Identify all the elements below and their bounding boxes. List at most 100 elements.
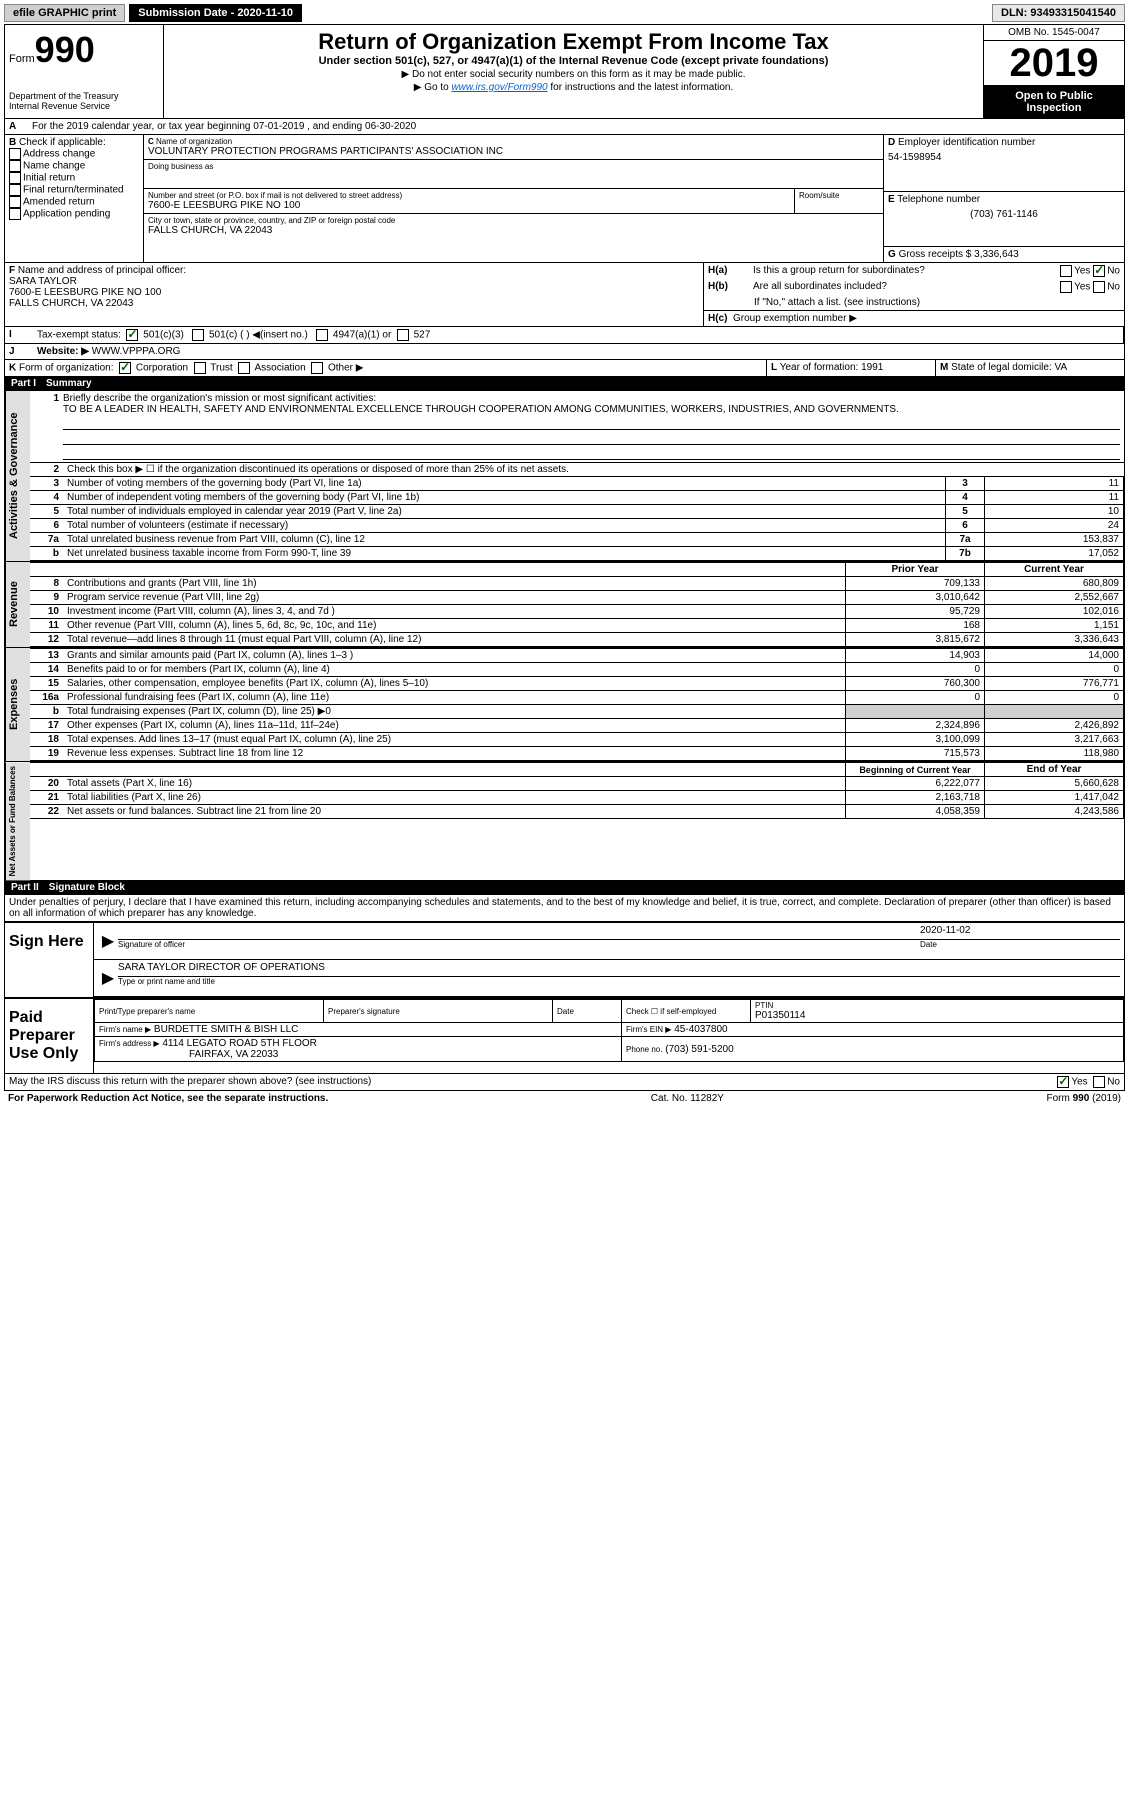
check-4947[interactable] <box>316 329 328 341</box>
e18-current: 3,217,663 <box>985 733 1124 747</box>
discuss-no-checkbox[interactable] <box>1093 1076 1105 1088</box>
a20-prior: 6,222,077 <box>846 777 985 791</box>
note-link: ▶ Go to www.irs.gov/Form990 for instruct… <box>168 82 979 93</box>
opt-527: 527 <box>414 330 431 341</box>
a20-current: 5,660,628 <box>985 777 1124 791</box>
website-value: WWW.VPPPA.ORG <box>92 346 181 357</box>
checkbox-name-change[interactable] <box>9 160 21 172</box>
line5-text: Total number of individuals employed in … <box>63 505 946 519</box>
form-header: Form990 Department of the Treasury Inter… <box>5 25 1124 118</box>
discuss-no: No <box>1107 1077 1120 1088</box>
checkbox-app-pending[interactable] <box>9 208 21 220</box>
hb-text: Are all subordinates included? <box>753 281 1060 293</box>
top-bar: efile GRAPHIC print Submission Date - 20… <box>4 4 1125 22</box>
check-527[interactable] <box>397 329 409 341</box>
vert-expenses: Expenses <box>5 648 30 761</box>
yes-label-2: Yes <box>1074 282 1090 293</box>
submission-date-btn[interactable]: Submission Date - 2020-11-10 <box>129 4 302 22</box>
check-trust[interactable] <box>194 362 206 374</box>
may-discuss-text: May the IRS discuss this return with the… <box>9 1076 371 1088</box>
e14-prior: 0 <box>846 663 985 677</box>
no-label-2: No <box>1107 282 1120 293</box>
opt-amended: Amended return <box>23 197 95 208</box>
e16a-prior: 0 <box>846 691 985 705</box>
check-501c[interactable] <box>192 329 204 341</box>
e18-prior: 3,100,099 <box>846 733 985 747</box>
irs-link[interactable]: www.irs.gov/Form990 <box>451 82 547 93</box>
firm-addr1: 4114 LEGATO ROAD 5TH FLOOR <box>162 1038 317 1049</box>
line-a-label: A <box>5 119 28 134</box>
a22-current: 4,243,586 <box>985 805 1124 819</box>
officer-name-title: SARA TAYLOR DIRECTOR OF OPERATIONS <box>118 962 1120 977</box>
line7a-text: Total unrelated business revenue from Pa… <box>63 533 946 547</box>
omb-number: OMB No. 1545-0047 <box>984 25 1124 41</box>
line-a-text: For the 2019 calendar year, or tax year … <box>28 119 1124 134</box>
opt-name-change: Name change <box>23 161 85 172</box>
street-addr: 7600-E LEESBURG PIKE NO 100 <box>148 200 790 211</box>
a21-current: 1,417,042 <box>985 791 1124 805</box>
gross-value: 3,336,643 <box>974 249 1019 260</box>
section-f: F Name and address of principal officer:… <box>5 263 704 326</box>
line-1-num: 1 <box>34 393 63 460</box>
ha-no-checkbox[interactable] <box>1093 265 1105 277</box>
check-corp[interactable] <box>119 362 131 374</box>
e15-text: Salaries, other compensation, employee b… <box>63 677 846 691</box>
opt-assoc: Association <box>255 363 306 374</box>
r11-prior: 168 <box>846 619 985 633</box>
r10-prior: 95,729 <box>846 605 985 619</box>
checkbox-initial-return[interactable] <box>9 172 21 184</box>
opt-app-pending: Application pending <box>23 209 110 220</box>
hb-no-checkbox[interactable] <box>1093 281 1105 293</box>
part2-title: Part II <box>11 882 39 893</box>
gross-label: Gross receipts $ <box>899 249 972 260</box>
discuss-yes-checkbox[interactable] <box>1057 1076 1069 1088</box>
hb-yes-checkbox[interactable] <box>1060 281 1072 293</box>
footer-right: Form 990 (2019) <box>1047 1093 1121 1104</box>
e13-text: Grants and similar amounts paid (Part IX… <box>63 649 846 663</box>
dept-treasury: Department of the Treasury Internal Reve… <box>9 91 159 111</box>
check-assoc[interactable] <box>238 362 250 374</box>
a20-text: Total assets (Part X, line 16) <box>63 777 846 791</box>
r12-text: Total revenue—add lines 8 through 11 (mu… <box>63 633 846 647</box>
ha-yes-checkbox[interactable] <box>1060 265 1072 277</box>
no-label: No <box>1107 266 1120 277</box>
col-prior: Prior Year <box>846 563 985 577</box>
form-org-label: Form of organization: <box>19 363 114 374</box>
sign-here-block: Sign Here ▶ Signature of officer 2020-11… <box>5 921 1124 997</box>
hb-note: If "No," attach a list. (see instruction… <box>704 295 1124 310</box>
check-if-label: Check if applicable: <box>19 137 106 148</box>
r9-text: Program service revenue (Part VIII, line… <box>63 591 846 605</box>
check-other[interactable] <box>311 362 323 374</box>
opt-other: Other ▶ <box>328 363 363 374</box>
e14-current: 0 <box>985 663 1124 677</box>
vert-revenue: Revenue <box>5 562 30 647</box>
e16a-current: 0 <box>985 691 1124 705</box>
opt-corp: Corporation <box>136 363 188 374</box>
checkbox-amended[interactable] <box>9 196 21 208</box>
sign-here-label: Sign Here <box>5 923 93 997</box>
part1-header: Part I Summary <box>5 376 1124 391</box>
ein-value: 54-1598954 <box>888 152 1120 163</box>
check-501c3[interactable] <box>126 329 138 341</box>
checkbox-address-change[interactable] <box>9 148 21 160</box>
section-b: B Check if applicable: Address change Na… <box>5 135 144 262</box>
a22-text: Net assets or fund balances. Subtract li… <box>63 805 846 819</box>
opt-501c: 501(c) ( ) ◀(insert no.) <box>209 330 308 341</box>
sig-officer-label: Signature of officer <box>118 940 920 949</box>
efile-print-btn[interactable]: efile GRAPHIC print <box>4 4 125 22</box>
officer-label: Name and address of principal officer: <box>18 265 186 276</box>
arrow-icon: ▶ <box>98 925 118 957</box>
dln-label: DLN: 93493315041540 <box>992 4 1125 22</box>
vert-governance: Activities & Governance <box>5 391 30 561</box>
opt-final-return: Final return/terminated <box>23 185 124 196</box>
eb-text: Total fundraising expenses (Part IX, col… <box>63 705 846 719</box>
line3-num: 3 <box>946 477 985 491</box>
checkbox-final-return[interactable] <box>9 184 21 196</box>
firm-ein: 45-4037800 <box>674 1024 727 1035</box>
prep-sig-label: Preparer's signature <box>328 1007 548 1016</box>
a21-prior: 2,163,718 <box>846 791 985 805</box>
yes-label: Yes <box>1074 266 1090 277</box>
phone-label: Telephone number <box>897 194 980 205</box>
line2-text: Check this box ▶ ☐ if the organization d… <box>63 463 1124 477</box>
ptin-label: PTIN <box>755 1001 1119 1010</box>
